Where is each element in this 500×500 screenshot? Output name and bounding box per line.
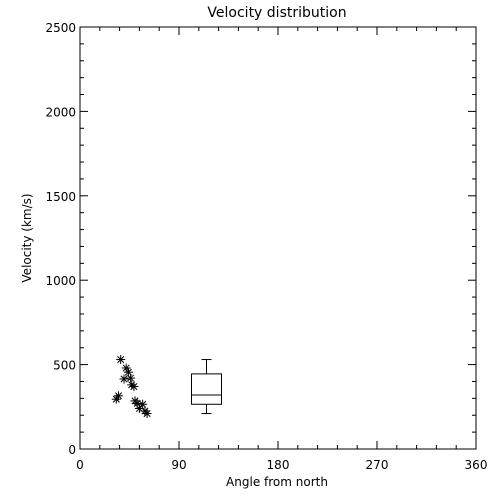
x-tick-label-4: 360	[465, 458, 488, 472]
boxplot	[191, 359, 222, 415]
data-point-14	[142, 409, 152, 419]
data-point-1	[114, 391, 123, 401]
data-point-2	[116, 355, 126, 365]
x-axis-label: Angle from north	[226, 475, 328, 489]
y-tick-label-0: 0	[68, 443, 76, 457]
x-tick-label-2: 180	[267, 458, 290, 472]
boxplot-box	[191, 373, 222, 405]
data-point-3	[119, 374, 129, 384]
x-axis-ticks: 0 90 180 270 360	[76, 27, 487, 472]
y-tick-label-2: 1000	[45, 274, 76, 288]
chart-title: Velocity distribution	[207, 5, 346, 21]
y-axis-ticks: 0 500 1000 1500 2000 2500	[45, 21, 476, 457]
y-tick-label-5: 2500	[45, 21, 76, 35]
plot-frame	[79, 26, 477, 450]
x-tick-label-3: 270	[366, 458, 389, 472]
y-tick-label-4: 2000	[45, 105, 76, 119]
data-point-8	[129, 382, 139, 392]
data-point-12	[138, 399, 148, 409]
scatter-points	[111, 355, 152, 419]
x-tick-label-1: 90	[171, 458, 186, 472]
y-tick-label-3: 1500	[45, 190, 76, 204]
y-axis-label: Velocity (km/s)	[20, 193, 34, 282]
y-tick-label-1: 500	[53, 359, 76, 373]
x-tick-label-0: 0	[76, 458, 84, 472]
data-point-6	[126, 373, 136, 383]
